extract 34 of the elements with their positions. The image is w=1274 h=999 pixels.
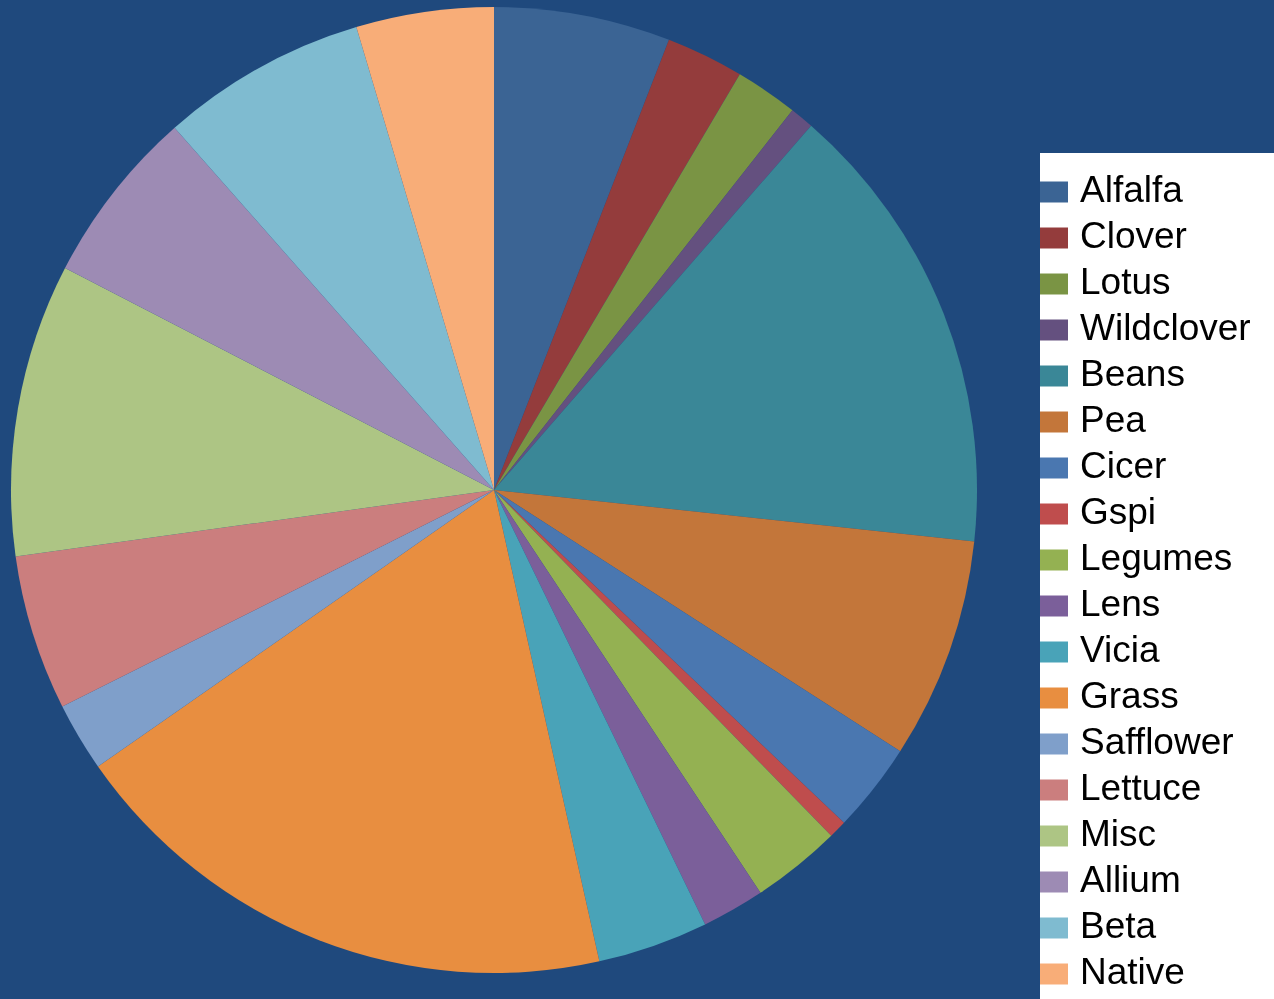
legend-label: Beta [1080, 905, 1157, 946]
pie-slice [494, 39, 740, 490]
legend-label: Legumes [1080, 537, 1233, 578]
legend-label: Lotus [1080, 261, 1171, 302]
pie-slice [97, 490, 600, 973]
legend-label: Allium [1080, 859, 1181, 900]
pie-slice [494, 490, 845, 836]
legend-label: Wildclover [1080, 307, 1251, 348]
pie-slice [15, 490, 494, 707]
legend-label: Alfalfa [1080, 169, 1183, 210]
pie-slice [174, 27, 494, 490]
pie-slice [494, 490, 901, 823]
legend-label: Vicia [1080, 629, 1160, 670]
legend-label: Cicer [1080, 445, 1167, 486]
pie-slice [494, 7, 669, 490]
pie-slice [11, 268, 494, 557]
legend-label: Pea [1080, 399, 1146, 440]
legend-label: Lens [1080, 583, 1161, 624]
legend-label: Grass [1080, 675, 1179, 716]
legend-label: Gspi [1080, 491, 1157, 532]
legend-label: Clover [1080, 215, 1187, 256]
pie-slice [356, 7, 494, 490]
legend-label: Native [1080, 951, 1185, 992]
legend-label: Beans [1080, 353, 1185, 394]
pie-slice [62, 490, 494, 767]
pie-slice [494, 490, 832, 893]
legend-label: Safflower [1080, 721, 1234, 762]
pie-slice [65, 127, 494, 490]
pie-slice [494, 490, 975, 752]
pie-slice [494, 125, 977, 542]
legend-label: Lettuce [1080, 767, 1202, 808]
pie-slice [494, 490, 706, 962]
pie-slice [494, 490, 761, 925]
legend-label: Misc [1080, 813, 1157, 854]
